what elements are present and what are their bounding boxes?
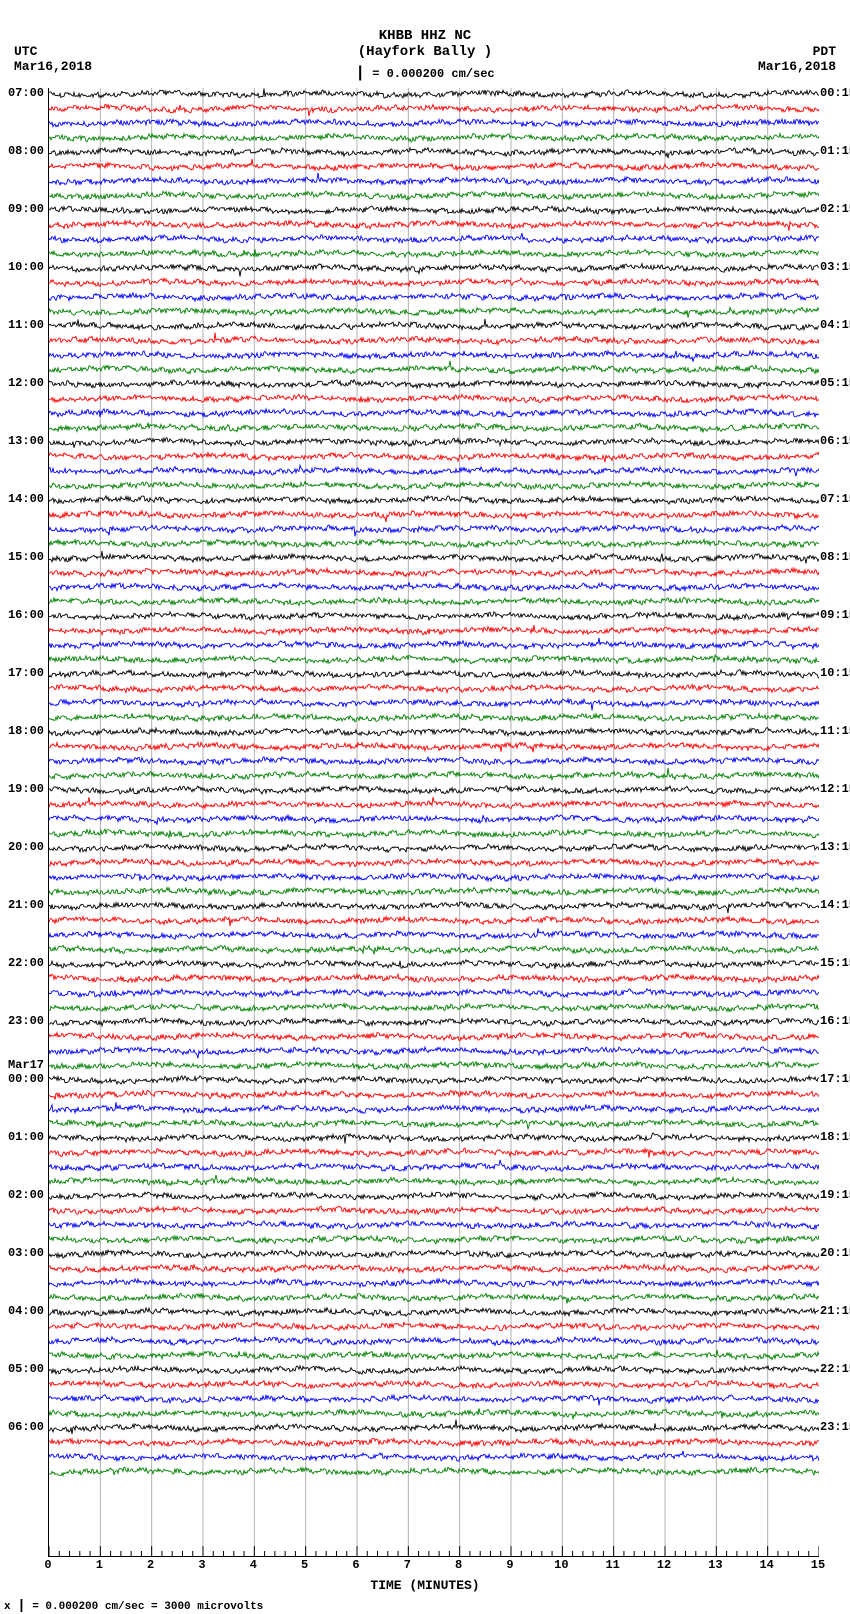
- right-time-label: 12:15: [820, 782, 850, 796]
- x-tick-label: 8: [449, 1558, 469, 1572]
- left-time-label: 07:00: [0, 86, 44, 100]
- left-time-label: 23:00: [0, 1014, 44, 1028]
- left-time-label: 19:00: [0, 782, 44, 796]
- right-time-label: 13:15: [820, 840, 850, 854]
- right-time-label: 00:15: [820, 86, 850, 100]
- right-time-label: 19:15: [820, 1188, 850, 1202]
- right-time-label: 10:15: [820, 666, 850, 680]
- x-tick-label: 6: [346, 1558, 366, 1572]
- left-time-label: 04:00: [0, 1304, 44, 1318]
- left-time-label: 21:00: [0, 898, 44, 912]
- tz-left-name: UTC: [14, 44, 92, 59]
- x-tick-label: 11: [603, 1558, 623, 1572]
- x-tick-label: 15: [808, 1558, 828, 1572]
- right-time-label: 03:15: [820, 260, 850, 274]
- tz-left-date: Mar16,2018: [14, 59, 92, 74]
- right-time-label: 15:15: [820, 956, 850, 970]
- footer-scale: x | = 0.000200 cm/sec = 3000 microvolts: [4, 1598, 263, 1614]
- left-time-label: 12:00: [0, 376, 44, 390]
- left-time-label: 11:00: [0, 318, 44, 332]
- location-title: (Hayfork Bally ): [0, 44, 850, 60]
- left-time-label: 22:00: [0, 956, 44, 970]
- timezone-right: PDT Mar16,2018: [758, 44, 836, 74]
- left-time-label: 17:00: [0, 666, 44, 680]
- left-time-label: 20:00: [0, 840, 44, 854]
- seismogram-container: KHBB HHZ NC (Hayfork Bally ) | = 0.00020…: [0, 0, 850, 1613]
- right-time-label: 05:15: [820, 376, 850, 390]
- x-tick-label: 2: [141, 1558, 161, 1572]
- right-time-label: 09:15: [820, 608, 850, 622]
- timezone-left: UTC Mar16,2018: [14, 44, 92, 74]
- left-time-label: 08:00: [0, 144, 44, 158]
- helicorder-plot: [48, 88, 819, 1557]
- right-time-label: 08:15: [820, 550, 850, 564]
- left-time-label: 13:00: [0, 434, 44, 448]
- left-time-label: 18:00: [0, 724, 44, 738]
- left-time-label: 01:00: [0, 1130, 44, 1144]
- right-time-label: 20:15: [820, 1246, 850, 1260]
- left-time-label: 10:00: [0, 260, 44, 274]
- x-tick-label: 4: [243, 1558, 263, 1572]
- x-tick-label: 9: [500, 1558, 520, 1572]
- right-time-label: 18:15: [820, 1130, 850, 1144]
- x-tick-label: 0: [38, 1558, 58, 1572]
- right-time-label: 14:15: [820, 898, 850, 912]
- x-tick-label: 1: [89, 1558, 109, 1572]
- right-time-label: 17:15: [820, 1072, 850, 1086]
- right-time-label: 06:15: [820, 434, 850, 448]
- right-time-label: 16:15: [820, 1014, 850, 1028]
- right-time-label: 21:15: [820, 1304, 850, 1318]
- x-tick-label: 3: [192, 1558, 212, 1572]
- left-time-label: 03:00: [0, 1246, 44, 1260]
- left-time-label: 00:00: [0, 1072, 44, 1086]
- x-tick-label: 7: [397, 1558, 417, 1572]
- left-time-label: 05:00: [0, 1362, 44, 1376]
- x-tick-label: 10: [551, 1558, 571, 1572]
- x-tick-label: 14: [757, 1558, 777, 1572]
- station-title: KHBB HHZ NC: [0, 28, 850, 44]
- left-time-label: 16:00: [0, 608, 44, 622]
- right-time-label: 22:15: [820, 1362, 850, 1376]
- scale-indicator: | = 0.000200 cm/sec: [0, 64, 850, 82]
- left-time-label: 15:00: [0, 550, 44, 564]
- day-marker: Mar17: [0, 1058, 44, 1072]
- x-tick-label: 13: [705, 1558, 725, 1572]
- right-time-label: 07:15: [820, 492, 850, 506]
- left-time-label: 14:00: [0, 492, 44, 506]
- helicorder-svg: [49, 88, 819, 1556]
- left-time-label: 06:00: [0, 1420, 44, 1434]
- x-tick-label: 12: [654, 1558, 674, 1572]
- tz-right-name: PDT: [758, 44, 836, 59]
- right-time-label: 01:15: [820, 144, 850, 158]
- left-time-label: 02:00: [0, 1188, 44, 1202]
- right-time-label: 04:15: [820, 318, 850, 332]
- x-tick-label: 5: [295, 1558, 315, 1572]
- right-time-label: 11:15: [820, 724, 850, 738]
- right-time-label: 23:15: [820, 1420, 850, 1434]
- tz-right-date: Mar16,2018: [758, 59, 836, 74]
- left-time-label: 09:00: [0, 202, 44, 216]
- x-axis-label: TIME (MINUTES): [0, 1578, 850, 1593]
- right-time-label: 02:15: [820, 202, 850, 216]
